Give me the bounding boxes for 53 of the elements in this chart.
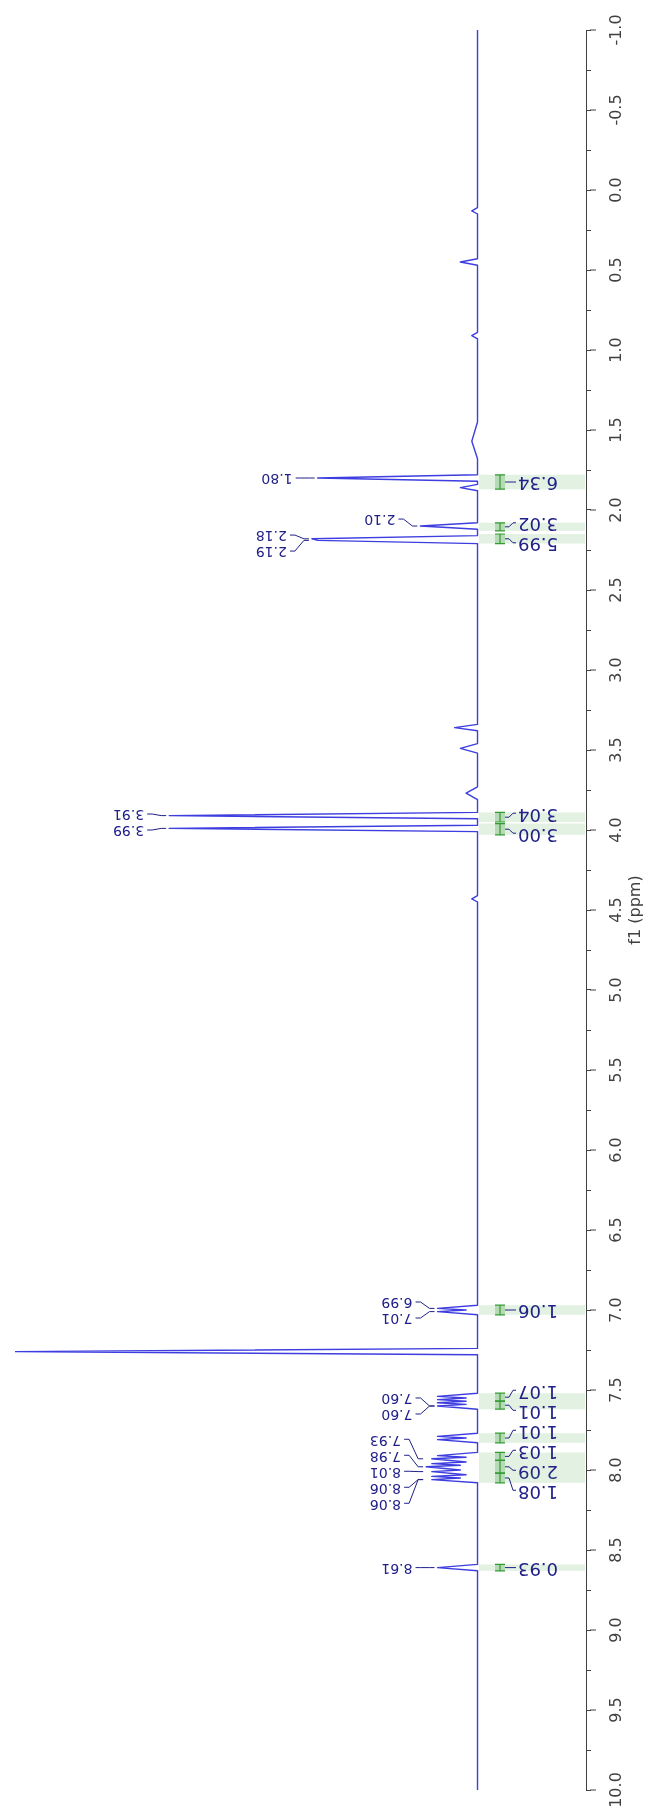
y-tick-label: 8.5 <box>605 1537 625 1563</box>
band-label: 0.93 <box>518 1558 559 1580</box>
band-label: 5.99 <box>518 534 559 556</box>
annotation: 8.61 <box>381 1560 413 1577</box>
band-label: 2.09 <box>518 1461 559 1483</box>
y-tick-label: 6.0 <box>605 1137 625 1163</box>
y-tick-label: 6.5 <box>605 1217 625 1243</box>
annotation: 2.10 <box>364 512 396 529</box>
annotation: 3.91 <box>113 807 145 824</box>
annotation: 7.60 <box>381 1391 413 1408</box>
band-label: 3.02 <box>518 514 559 536</box>
y-tick-label: 3.5 <box>605 737 625 763</box>
y-tick-label: 8.0 <box>605 1457 625 1483</box>
annotation: 8.06 <box>369 1496 402 1513</box>
y-tick-label: -0.5 <box>605 94 625 126</box>
annotation: 8.06 <box>369 1480 402 1497</box>
y-tick-label: 0.0 <box>605 177 625 203</box>
annotation: 6.99 <box>381 1295 413 1312</box>
band-label: 1.03 <box>518 1441 559 1463</box>
annotation: 3.99 <box>113 823 145 840</box>
y-tick-label: 1.5 <box>605 417 625 443</box>
y-tick-label: 0.5 <box>605 257 625 283</box>
annotation: 2.18 <box>255 528 287 545</box>
y-tick-label: 4.0 <box>605 817 625 843</box>
band-label: 1.06 <box>518 1301 559 1323</box>
annotation: 8.01 <box>369 1464 402 1481</box>
y-tick-label: 10.0 <box>605 1772 625 1808</box>
band-label: 1.01 <box>518 1401 559 1423</box>
y-tick-label: 4.5 <box>605 897 625 923</box>
band-label: 3.04 <box>518 804 559 826</box>
annotation: 7.60 <box>381 1407 413 1424</box>
band-label: 1.08 <box>518 1481 559 1503</box>
band-label: 1.01 <box>518 1421 559 1443</box>
annotation: 1.80 <box>261 471 293 488</box>
band-label: 3.00 <box>518 824 559 846</box>
y-tick-label: 2.5 <box>605 577 625 603</box>
y-tick-label: 9.5 <box>605 1697 625 1723</box>
y-tick-label: 3.0 <box>605 657 625 683</box>
y-tick-label: 2.0 <box>605 497 625 523</box>
y-axis-title: f1 (ppm) <box>625 875 645 945</box>
y-tick-label: 7.0 <box>605 1297 625 1323</box>
y-tick-label: 5.0 <box>605 977 625 1003</box>
y-tick-label: 7.5 <box>605 1377 625 1403</box>
y-tick-label: 1.0 <box>605 337 625 363</box>
y-tick-label: 5.5 <box>605 1057 625 1083</box>
annotation: 7.01 <box>381 1311 413 1328</box>
annotation: 7.98 <box>369 1448 402 1465</box>
band-label: 1.07 <box>518 1381 559 1403</box>
y-tick-label: 9.0 <box>605 1617 625 1643</box>
annotation: 2.19 <box>255 544 287 561</box>
annotation: 7.93 <box>369 1432 402 1449</box>
band-label: 6.34 <box>518 473 559 495</box>
y-tick-label: -1.0 <box>605 14 625 46</box>
